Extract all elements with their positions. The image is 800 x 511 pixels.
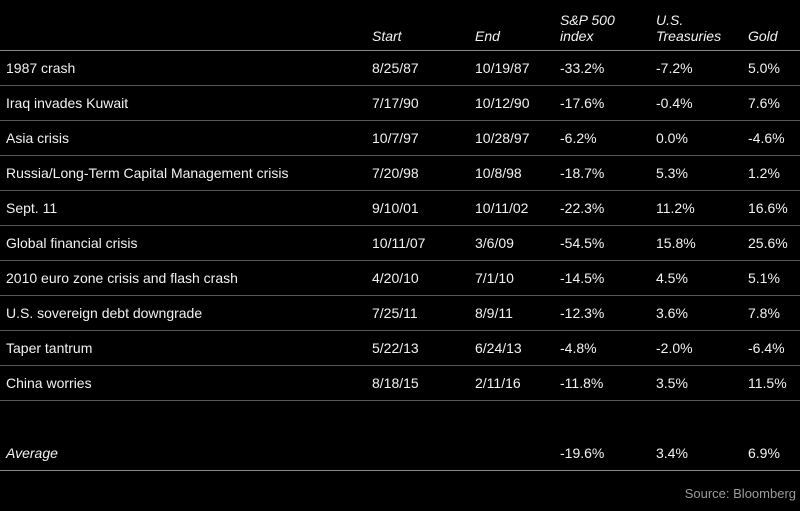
end-cell: 2/11/16 <box>475 365 560 401</box>
treasuries-average-cell: 3.4% <box>656 436 748 471</box>
treasuries-cell: 4.5% <box>656 260 748 296</box>
col-header-gold: Gold <box>748 0 800 51</box>
table-row: Russia/Long-Term Capital Management cris… <box>0 155 800 191</box>
table-row: Sept. 11 9/10/01 10/11/02 -22.3% 11.2% 1… <box>0 190 800 226</box>
end-cell: 6/24/13 <box>475 330 560 366</box>
gold-cell: -4.6% <box>748 120 800 156</box>
gold-cell: 7.8% <box>748 295 800 331</box>
table-row: U.S. sovereign debt downgrade 7/25/11 8/… <box>0 295 800 331</box>
start-cell: 7/17/90 <box>372 85 475 121</box>
table-header: Start End S&P 500 index U.S. Treasuries … <box>0 0 800 51</box>
end-cell: 7/1/10 <box>475 260 560 296</box>
gold-cell: 16.6% <box>748 190 800 226</box>
end-cell: 10/8/98 <box>475 155 560 191</box>
end-cell: 10/28/97 <box>475 120 560 156</box>
sp500-cell: -54.5% <box>560 225 656 261</box>
col-header-end: End <box>475 0 560 51</box>
event-cell: Global financial crisis <box>0 225 372 261</box>
average-label: Average <box>0 436 372 471</box>
col-header-treasuries-line1: U.S. <box>656 12 684 28</box>
event-cell: Iraq invades Kuwait <box>0 85 372 121</box>
start-cell: 8/25/87 <box>372 50 475 86</box>
end-cell: 10/19/87 <box>475 50 560 86</box>
col-header-sp500-line2: index <box>560 28 594 44</box>
sp500-cell: -4.8% <box>560 330 656 366</box>
col-header-sp500-line1: S&P 500 <box>560 12 615 28</box>
gold-cell: -6.4% <box>748 330 800 366</box>
table-row: 1987 crash 8/25/87 10/19/87 -33.2% -7.2%… <box>0 50 800 86</box>
sp500-cell: -17.6% <box>560 85 656 121</box>
start-cell: 10/11/07 <box>372 225 475 261</box>
table-row: Global financial crisis 10/11/07 3/6/09 … <box>0 225 800 261</box>
table-row: Iraq invades Kuwait 7/17/90 10/12/90 -17… <box>0 85 800 121</box>
col-header-event <box>0 0 372 51</box>
sp500-average-cell: -19.6% <box>560 436 656 471</box>
table-row: Asia crisis 10/7/97 10/28/97 -6.2% 0.0% … <box>0 120 800 156</box>
treasuries-cell: 0.0% <box>656 120 748 156</box>
treasuries-cell: 3.6% <box>656 295 748 331</box>
gold-cell: 5.0% <box>748 50 800 86</box>
sp500-cell: -22.3% <box>560 190 656 226</box>
treasuries-cell: 15.8% <box>656 225 748 261</box>
sp500-cell: -33.2% <box>560 50 656 86</box>
start-cell: 10/7/97 <box>372 120 475 156</box>
start-cell: 7/25/11 <box>372 295 475 331</box>
gold-cell: 25.6% <box>748 225 800 261</box>
spacer-cell <box>0 401 800 437</box>
start-cell: 4/20/10 <box>372 260 475 296</box>
col-header-gold-line2: Gold <box>748 28 778 44</box>
table-body: 1987 crash 8/25/87 10/19/87 -33.2% -7.2%… <box>0 50 800 471</box>
event-cell: Asia crisis <box>0 120 372 156</box>
end-cell: 3/6/09 <box>475 225 560 261</box>
crisis-returns-table: Start End S&P 500 index U.S. Treasuries … <box>0 0 800 471</box>
treasuries-cell: -7.2% <box>656 50 748 86</box>
source-credit: Source: Bloomberg <box>684 486 796 501</box>
treasuries-cell: -2.0% <box>656 330 748 366</box>
event-cell: Taper tantrum <box>0 330 372 366</box>
event-cell: U.S. sovereign debt downgrade <box>0 295 372 331</box>
gold-cell: 5.1% <box>748 260 800 296</box>
sp500-cell: -18.7% <box>560 155 656 191</box>
event-cell: Sept. 11 <box>0 190 372 226</box>
average-row: Average -19.6% 3.4% 6.9% <box>0 436 800 471</box>
gold-cell: 1.2% <box>748 155 800 191</box>
header-row: Start End S&P 500 index U.S. Treasuries … <box>0 0 800 51</box>
sp500-cell: -11.8% <box>560 365 656 401</box>
end-cell: 10/12/90 <box>475 85 560 121</box>
spacer-row <box>0 401 800 437</box>
start-cell: 9/10/01 <box>372 190 475 226</box>
start-cell: 8/18/15 <box>372 365 475 401</box>
end-cell <box>475 436 560 471</box>
col-header-end-line2: End <box>475 28 500 44</box>
start-cell <box>372 436 475 471</box>
col-header-treasuries: U.S. Treasuries <box>656 0 748 51</box>
table-row: Taper tantrum 5/22/13 6/24/13 -4.8% -2.0… <box>0 330 800 366</box>
treasuries-cell: 5.3% <box>656 155 748 191</box>
treasuries-cell: 3.5% <box>656 365 748 401</box>
start-cell: 5/22/13 <box>372 330 475 366</box>
end-cell: 10/11/02 <box>475 190 560 226</box>
table-row: 2010 euro zone crisis and flash crash 4/… <box>0 260 800 296</box>
start-cell: 7/20/98 <box>372 155 475 191</box>
gold-cell: 7.6% <box>748 85 800 121</box>
col-header-start-line2: Start <box>372 28 402 44</box>
sp500-cell: -12.3% <box>560 295 656 331</box>
end-cell: 8/9/11 <box>475 295 560 331</box>
event-cell: Russia/Long-Term Capital Management cris… <box>0 155 372 191</box>
event-cell: 1987 crash <box>0 50 372 86</box>
sp500-cell: -6.2% <box>560 120 656 156</box>
gold-average-cell: 6.9% <box>748 436 800 471</box>
event-cell: 2010 euro zone crisis and flash crash <box>0 260 372 296</box>
sp500-cell: -14.5% <box>560 260 656 296</box>
treasuries-cell: 11.2% <box>656 190 748 226</box>
col-header-start: Start <box>372 0 475 51</box>
gold-cell: 11.5% <box>748 365 800 401</box>
event-cell: China worries <box>0 365 372 401</box>
treasuries-cell: -0.4% <box>656 85 748 121</box>
col-header-sp500: S&P 500 index <box>560 0 656 51</box>
table-row: China worries 8/18/15 2/11/16 -11.8% 3.5… <box>0 365 800 401</box>
col-header-treasuries-line2: Treasuries <box>656 28 722 44</box>
